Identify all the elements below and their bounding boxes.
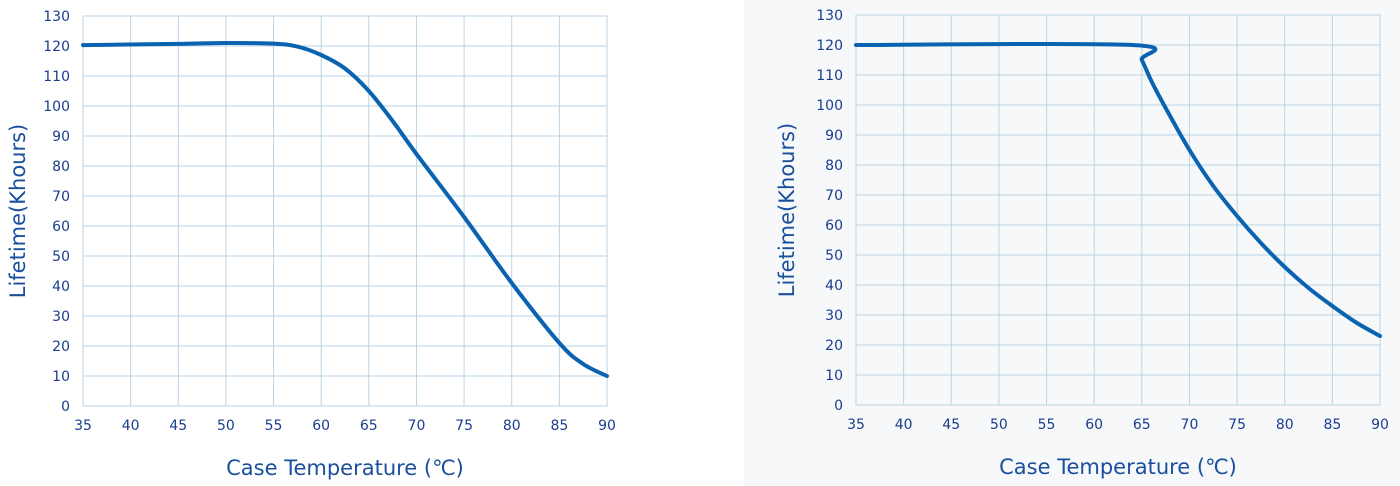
lifetime-chart-left: 0 10 20 30 40 50 60 70 80 90 100 110 120 130 35 40 45 50 5… <box>6 9 616 480</box>
y-tick-label: 120 <box>816 38 843 54</box>
x-tick-label: 70 <box>408 418 426 434</box>
lifetime-series-line <box>854 41 1382 338</box>
x-tick-label: 60 <box>312 418 330 434</box>
y-tick-label: 40 <box>825 278 843 294</box>
x-tick-label: 85 <box>1323 417 1341 433</box>
x-tick-label: 70 <box>1181 417 1199 433</box>
y-tick-label: 110 <box>816 68 843 84</box>
y-tick-label: 100 <box>43 99 70 115</box>
y-tick-label: 80 <box>825 158 843 174</box>
y-tick-label: 50 <box>825 248 843 264</box>
y-tick-label: 60 <box>825 218 843 234</box>
x-tick-label: 35 <box>847 417 865 433</box>
y-tick-label: 20 <box>52 339 70 355</box>
x-axis-title: Case Temperature (℃) <box>226 456 464 480</box>
y-tick-label: 10 <box>52 369 70 385</box>
y-tick-label: 110 <box>43 69 70 85</box>
x-tick-label: 65 <box>360 418 378 434</box>
x-tick-label: 35 <box>74 418 92 434</box>
y-tick-label: 60 <box>52 219 70 235</box>
x-tick-label: 75 <box>1228 417 1246 433</box>
x-tick-label: 65 <box>1133 417 1151 433</box>
y-tick-label: 90 <box>52 129 70 145</box>
y-tick-label: 130 <box>43 9 70 25</box>
x-tick-label: 85 <box>550 418 568 434</box>
y-tick-label: 120 <box>43 39 70 55</box>
chart-panel-right: 0 10 20 30 40 50 60 70 80 90 100 110 120 130 35 40 45 50 5… <box>744 0 1400 486</box>
y-tick-label: 100 <box>816 98 843 114</box>
x-tick-label: 45 <box>169 418 187 434</box>
y-tick-label: 20 <box>825 338 843 354</box>
x-tick-label: 55 <box>1038 417 1056 433</box>
x-tick-label: 90 <box>1371 417 1389 433</box>
y-tick-label: 40 <box>52 279 70 295</box>
x-tick-label: 45 <box>942 417 960 433</box>
lifetime-series-line <box>81 40 609 378</box>
y-tick-label: 30 <box>52 309 70 325</box>
y-tick-label: 30 <box>825 308 843 324</box>
y-tick-label: 130 <box>816 8 843 24</box>
y-tick-label: 50 <box>52 249 70 265</box>
x-tick-label: 40 <box>122 418 140 434</box>
x-tick-label: 50 <box>217 418 235 434</box>
x-tick-label: 50 <box>990 417 1008 433</box>
chart-panel-left: 0 10 20 30 40 50 60 70 80 90 100 110 120 130 35 40 45 50 5… <box>6 9 616 480</box>
x-tick-label: 60 <box>1085 417 1103 433</box>
plot-frame <box>82 15 608 407</box>
y-tick-label: 0 <box>61 399 70 415</box>
x-tick-label: 55 <box>265 418 283 434</box>
y-tick-label: 10 <box>825 368 843 384</box>
x-tick-label: 90 <box>598 418 616 434</box>
x-tick-label: 40 <box>895 417 913 433</box>
x-axis-title: Case Temperature (℃) <box>999 455 1237 479</box>
x-tick-label: 80 <box>1276 417 1294 433</box>
x-tick-label: 80 <box>503 418 521 434</box>
y-tick-label: 70 <box>825 188 843 204</box>
y-tick-label: 70 <box>52 189 70 205</box>
lifetime-chart-right: 0 10 20 30 40 50 60 70 80 90 100 110 120 130 35 40 45 50 5… <box>775 8 1389 479</box>
x-tick-label: 75 <box>455 418 473 434</box>
y-axis-title: Lifetime(Khours) <box>6 124 30 299</box>
grid <box>82 15 608 407</box>
y-axis-title: Lifetime(Khours) <box>775 123 799 298</box>
y-tick-label: 80 <box>52 159 70 175</box>
y-tick-label: 90 <box>825 128 843 144</box>
y-tick-label: 0 <box>834 398 843 414</box>
plot-frame <box>855 14 1381 406</box>
grid <box>855 14 1381 406</box>
